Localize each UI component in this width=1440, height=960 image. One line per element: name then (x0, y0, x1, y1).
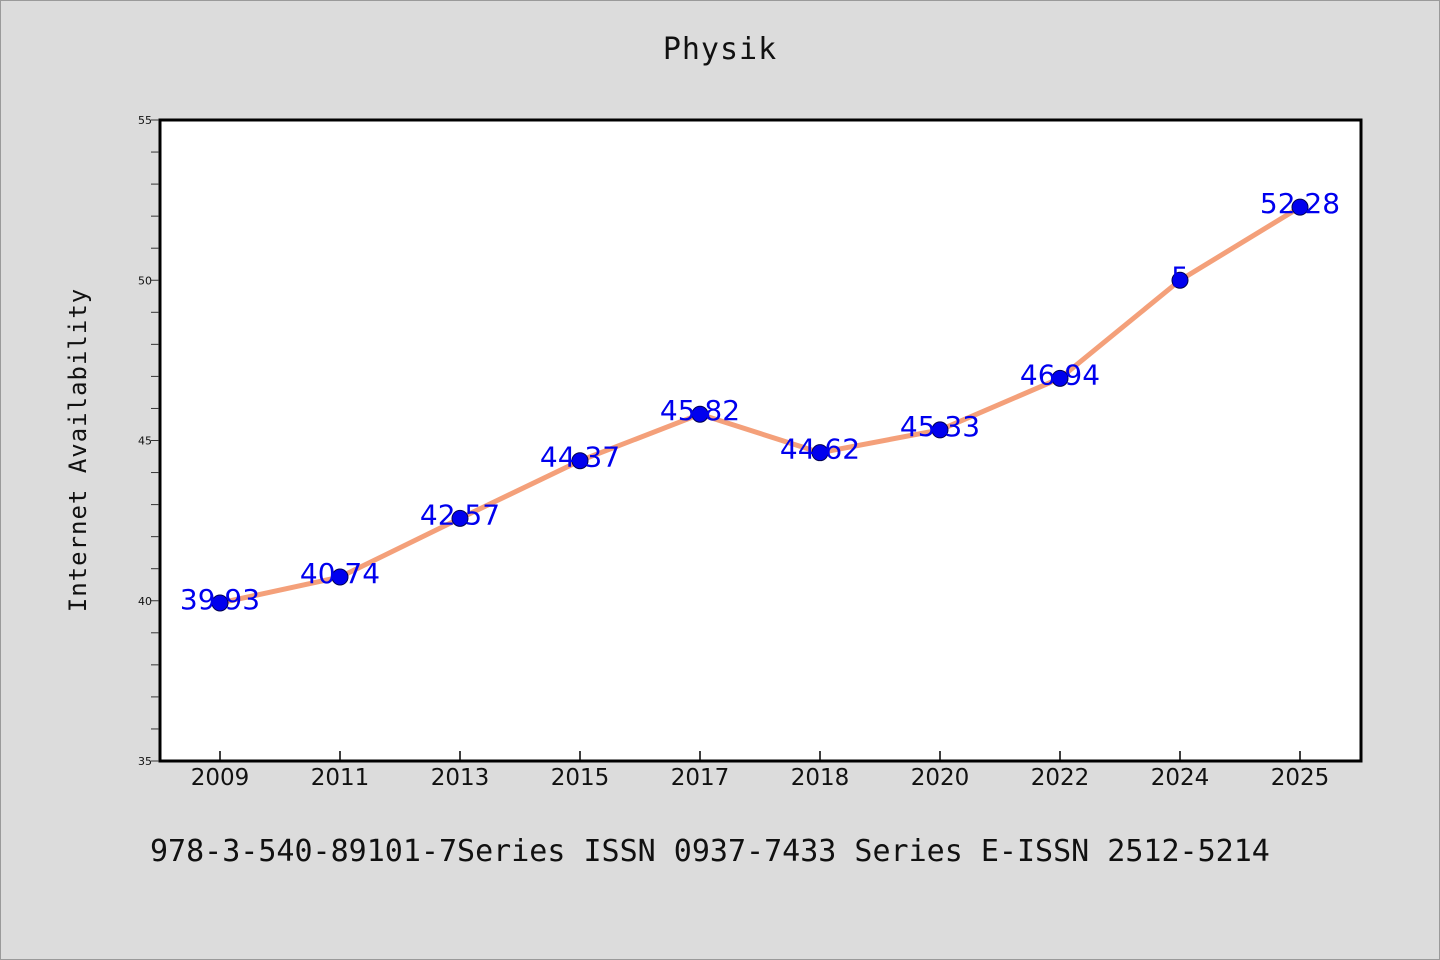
data-label: 46.94 (1020, 358, 1100, 391)
data-point (1291, 198, 1309, 216)
data-point (811, 444, 829, 462)
series-line (219, 205, 1302, 606)
x-tick-label: 2017 (671, 765, 730, 791)
data-label: 5 (1171, 260, 1189, 293)
data-point (331, 568, 349, 586)
footer-text: 978-3-540-89101-7Series ISSN 0937-7433 S… (150, 834, 1270, 869)
x-tick-label: 2011 (311, 765, 370, 791)
x-tick-label: 2022 (1031, 765, 1090, 791)
data-label: 44.37 (540, 441, 620, 474)
x-tick-label: 2018 (791, 765, 850, 791)
series-line-group (219, 205, 1302, 606)
data-point (211, 594, 229, 612)
x-tick-label: 2020 (911, 765, 970, 791)
chart-title: Physik (662, 32, 778, 67)
y-tick-label: 40 (138, 595, 152, 608)
data-labels-group: 39.93 40.74 42.57 44.37 45.82 44.62 45.33 46.94… (180, 187, 1340, 616)
data-label: 44.62 (780, 433, 860, 466)
x-axis-ticks: 2009 2011 2013 2015 2017 2018 2020 2022 2024 2025 (191, 751, 1330, 791)
y-axis-ticks: 35 40 45 50 55 (138, 114, 159, 768)
y-tick-label: 35 (138, 755, 152, 768)
data-point (451, 509, 469, 527)
data-label: 45.82 (660, 394, 740, 427)
x-tick-label: 2025 (1271, 765, 1330, 791)
x-tick-label: 2009 (191, 765, 250, 791)
data-point (571, 452, 589, 470)
plot-area (158, 118, 1363, 763)
data-label: 39.93 (180, 583, 260, 616)
data-point (691, 405, 709, 423)
data-point (931, 421, 949, 439)
data-label: 40.74 (300, 557, 380, 590)
data-label: 42.57 (420, 498, 500, 531)
data-label: 45.33 (900, 410, 980, 443)
markers-group (211, 198, 1309, 612)
y-tick-label: 45 (138, 435, 152, 448)
y-tick-label: 55 (138, 114, 152, 127)
x-tick-label: 2015 (551, 765, 610, 791)
data-label: 52.28 (1260, 187, 1340, 220)
y-tick-label: 50 (138, 274, 152, 287)
data-point (1171, 271, 1189, 289)
data-point (1051, 369, 1069, 387)
x-tick-label: 2024 (1151, 765, 1210, 791)
x-tick-label: 2013 (431, 765, 490, 791)
